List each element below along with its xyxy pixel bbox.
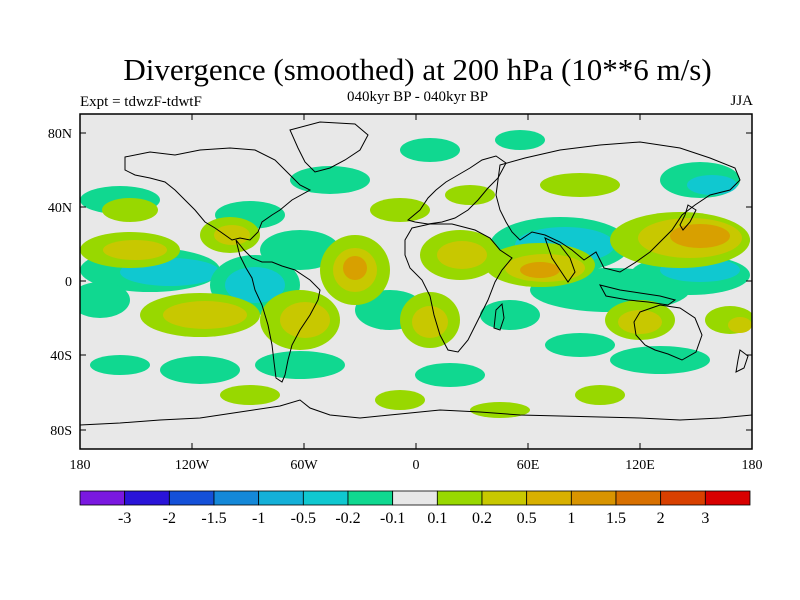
colorbar-label: 0.2 <box>472 510 492 527</box>
coast-japan <box>679 204 697 231</box>
coast-antarctica <box>80 399 752 426</box>
divergence-patch <box>670 224 730 248</box>
divergence-patch <box>90 355 150 375</box>
lon-label-120w: 120W <box>175 458 210 473</box>
divergence-patch <box>220 385 280 405</box>
divergence-patch <box>280 302 330 338</box>
divergence-patch <box>102 198 158 222</box>
colorbar-swatch <box>481 490 528 506</box>
divergence-patch <box>540 173 620 197</box>
divergence-patch <box>495 130 545 150</box>
colorbar-swatch <box>168 490 215 506</box>
divergence-patch <box>214 225 250 245</box>
colorbar-swatch <box>526 490 572 506</box>
experiment-label: Expt = tdwzF-tdwtF <box>80 94 202 110</box>
coast-australia <box>633 304 703 361</box>
coast-indonesia <box>599 284 677 306</box>
colorbar-swatch <box>615 490 662 506</box>
colorbar-swatch <box>570 490 617 506</box>
coastlines <box>80 121 752 426</box>
colorbar-swatch <box>79 490 126 506</box>
colorbar-swatch <box>660 490 706 506</box>
coast-africa <box>404 223 513 353</box>
colorbar-swatch <box>302 490 349 506</box>
colorbar-label: -1 <box>252 510 265 527</box>
lat-label-80s: 80S <box>50 424 72 439</box>
colorbar-label: -0.1 <box>380 510 405 527</box>
divergence-patch <box>400 138 460 162</box>
coast-greenland <box>289 121 369 173</box>
lon-label-0: 0 <box>413 458 420 473</box>
colorbar-swatch <box>347 490 394 506</box>
colorbar-label: 1 <box>567 510 575 527</box>
colorbar-swatch <box>213 490 260 506</box>
colorbar-label: -3 <box>118 510 131 527</box>
colorbar-label: 2 <box>657 510 665 527</box>
divergence-patch <box>415 363 485 387</box>
divergence-patch <box>412 306 448 338</box>
lat-label-40n: 40N <box>48 201 72 216</box>
lat-axis: 80N 40N 0 40S 80S <box>48 127 752 439</box>
divergence-patch <box>728 317 752 333</box>
lat-label-0: 0 <box>65 275 72 290</box>
divergence-patch <box>575 385 625 405</box>
colorbar: -3 -2 -1.5 -1 -0.5 -0.2 -0.1 0.1 0.2 0.5 1 1.5 2 3 <box>79 490 751 527</box>
colorbar-label: -0.2 <box>335 510 360 527</box>
divergence-patch <box>445 185 495 205</box>
divergence-patch <box>260 230 340 270</box>
divergence-patch <box>470 402 530 418</box>
divergence-patch <box>163 301 247 329</box>
colorbar-label: 0.5 <box>517 510 537 527</box>
colorbar-swatch <box>392 490 438 506</box>
divergence-patch <box>520 262 560 278</box>
map-area <box>79 113 753 450</box>
divergence-patch <box>480 300 540 330</box>
lat-label-80n: 80N <box>48 127 72 142</box>
lon-label-180w: 180 <box>70 458 91 473</box>
coast-asia <box>495 141 741 273</box>
colorbar-label: -2 <box>163 510 176 527</box>
colorbar-swatch <box>124 490 170 506</box>
season-label: JJA <box>730 93 753 109</box>
subtitle: 040kyr BP - 040kyr BP <box>346 89 489 105</box>
lon-label-60w: 60W <box>290 458 318 473</box>
divergence-patch <box>225 267 285 303</box>
divergence-patch <box>610 346 710 374</box>
colorbar-swatch <box>704 490 751 506</box>
colorbar-label: -0.5 <box>291 510 316 527</box>
divergence-patch <box>687 175 737 195</box>
colorbar-swatch <box>258 490 304 506</box>
colorbar-label: 3 <box>701 510 709 527</box>
divergence-patch <box>80 282 130 318</box>
colorbar-label: 1.5 <box>606 510 626 527</box>
divergence-patch <box>343 256 367 280</box>
lon-label-60e: 60E <box>517 458 540 473</box>
divergence-patch <box>437 241 487 269</box>
page-title: Divergence (smoothed) at 200 hPa (10**6 … <box>123 52 712 87</box>
colorbar-label: -1.5 <box>201 510 226 527</box>
divergence-patch <box>290 166 370 194</box>
lon-axis: 180 120W 60W 0 60E 120E 180 <box>70 114 763 473</box>
divergence-patch <box>160 356 240 384</box>
lon-label-120e: 120E <box>625 458 655 473</box>
colorbar-swatch <box>436 490 483 506</box>
lon-label-180e: 180 <box>742 458 763 473</box>
lat-label-40s: 40S <box>50 349 72 364</box>
coast-south-america <box>235 239 321 383</box>
divergence-patch <box>103 240 167 260</box>
divergence-patch <box>545 333 615 357</box>
divergence-fields <box>80 130 752 418</box>
divergence-patch <box>375 390 425 410</box>
divergence-patch <box>618 310 662 334</box>
coast-madagascar <box>493 302 505 331</box>
divergence-patch <box>370 198 430 222</box>
coast-north-america <box>124 147 312 241</box>
divergence-patch <box>255 351 345 379</box>
coast-india <box>544 237 576 283</box>
colorbar-label: 0.1 <box>427 510 447 527</box>
